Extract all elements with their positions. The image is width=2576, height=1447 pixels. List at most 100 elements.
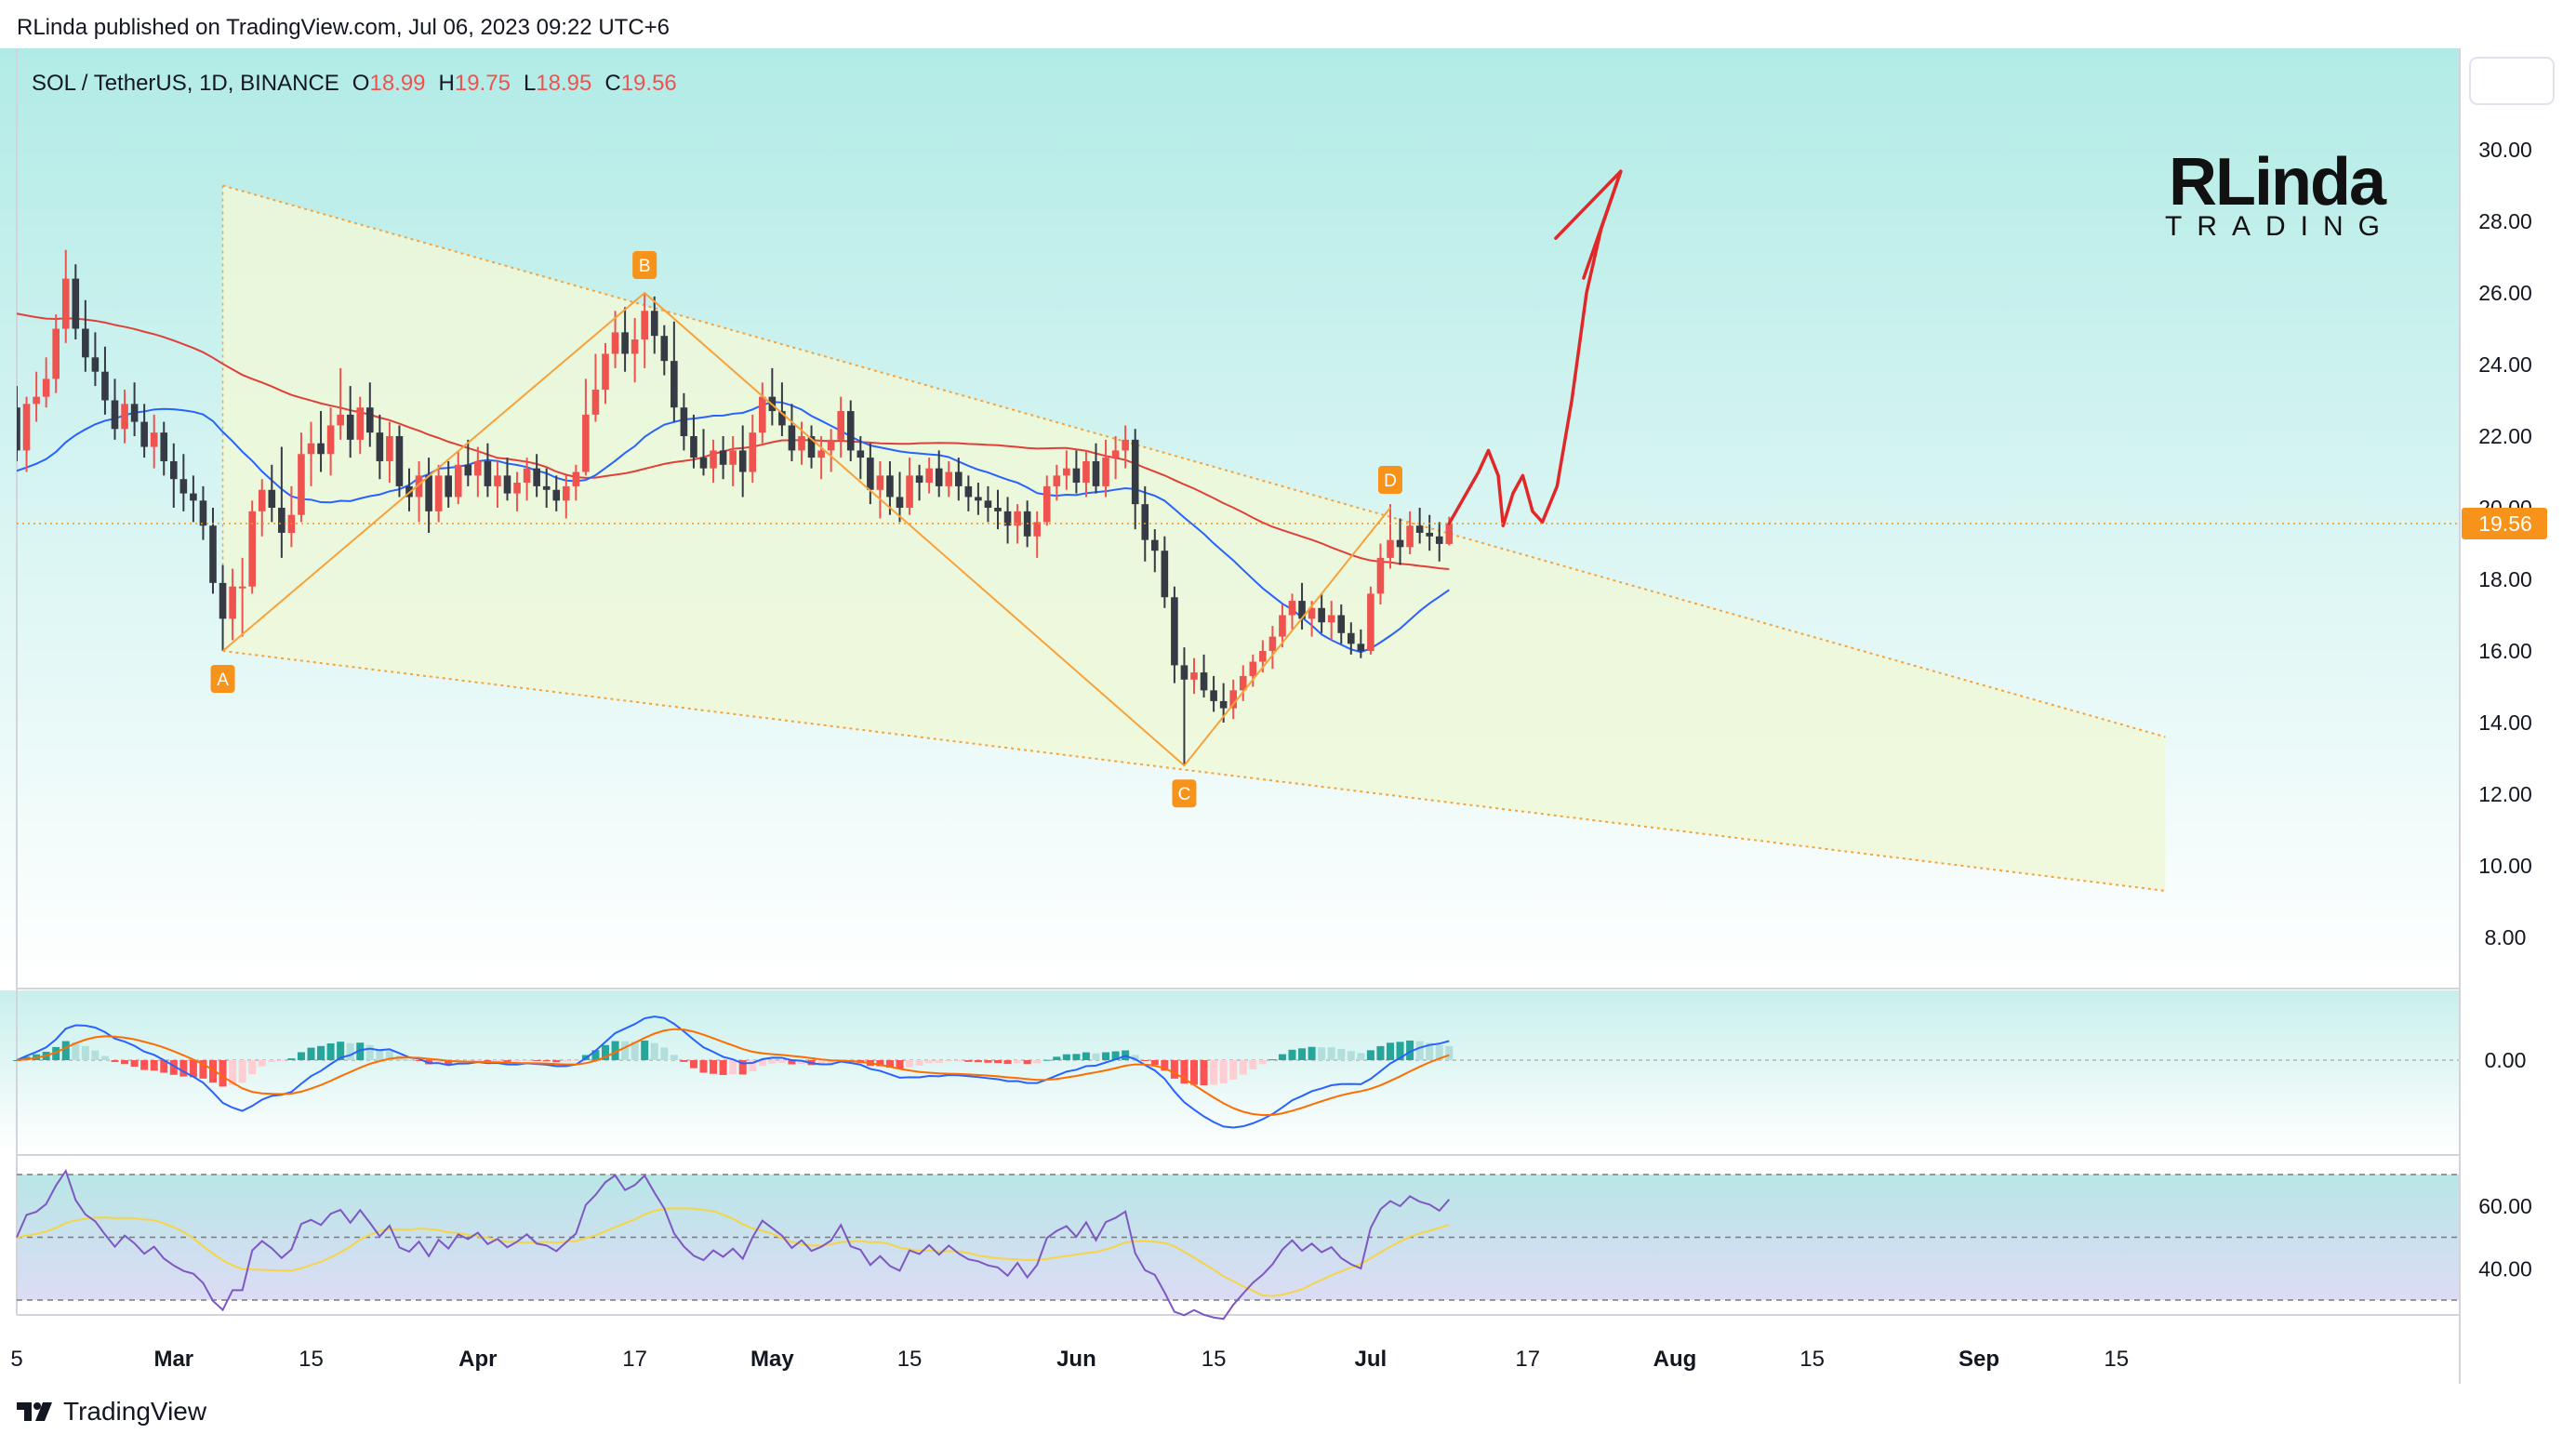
macd-histogram-bar	[52, 1046, 60, 1060]
candle-body	[22, 404, 31, 451]
macd-histogram-bar	[179, 1060, 188, 1077]
macd-histogram-bar	[503, 1060, 511, 1062]
macd-histogram-bar	[906, 1060, 914, 1068]
macd-histogram-bar	[337, 1042, 345, 1060]
macd-histogram-bar	[356, 1042, 365, 1060]
candle-body	[1337, 615, 1346, 633]
macd-line	[16, 1016, 1450, 1129]
candle-body	[91, 357, 100, 372]
macd-histogram-bar	[415, 1060, 423, 1061]
time-tick-label: Apr	[458, 1347, 497, 1372]
candle-body	[82, 328, 89, 358]
projection-arrow	[1447, 169, 1623, 527]
candle-body	[1161, 551, 1169, 598]
footer-bar: TradingView	[0, 1386, 2576, 1447]
candle-body	[1111, 450, 1120, 458]
candle-body	[1082, 460, 1090, 484]
macd-histogram-bar	[169, 1060, 178, 1075]
candle-body	[896, 497, 904, 508]
candle-body	[1180, 665, 1188, 680]
candle-body	[1387, 539, 1394, 558]
price-tick-label: 28.00	[2478, 209, 2532, 233]
macd-histogram-bar	[1082, 1052, 1090, 1060]
macd-histogram-bar	[885, 1060, 894, 1069]
candle-body	[298, 454, 305, 515]
macd-histogram-bar	[209, 1060, 217, 1083]
macd-histogram-bar	[385, 1050, 393, 1060]
rlinda-watermark: RLinda TRADING	[2165, 145, 2389, 242]
macd-histogram-bar	[121, 1060, 129, 1065]
sma-short-line	[17, 401, 1450, 654]
price-tick-label: 18.00	[2478, 567, 2532, 591]
macd-histogram-bar	[1239, 1060, 1247, 1075]
candle-body	[170, 460, 178, 480]
candle-body	[1141, 504, 1149, 540]
candle-body	[386, 436, 393, 461]
candle-body	[1318, 607, 1325, 623]
macd-histogram-bar	[798, 1060, 805, 1065]
candle-body	[1367, 593, 1374, 651]
macd-histogram-bar	[1033, 1060, 1042, 1064]
macd-histogram-bar	[758, 1060, 766, 1067]
candle-body	[788, 425, 796, 451]
macd-histogram-bar	[140, 1060, 149, 1070]
candle-body	[72, 278, 80, 329]
time-tick-label: Jun	[1056, 1347, 1096, 1372]
macd-histogram-bar	[1258, 1060, 1267, 1065]
candle-body	[1042, 485, 1051, 523]
macd-histogram-bar	[1387, 1042, 1394, 1060]
time-tick-label: May	[750, 1347, 794, 1372]
price-axis[interactable]: 8.0010.0012.0014.0016.0018.0020.0022.002…	[2462, 138, 2547, 949]
tradingview-icon	[17, 1402, 52, 1421]
macd-histogram-bar	[1062, 1054, 1070, 1060]
macd-indicator[interactable]: 0.00	[13, 1016, 2526, 1129]
candle-body	[1298, 601, 1306, 619]
candle-body	[1053, 475, 1061, 486]
candle-body	[572, 471, 580, 486]
candle-body	[42, 378, 50, 397]
macd-histogram-bar	[915, 1060, 923, 1066]
macd-histogram-bar	[434, 1060, 443, 1064]
tradingview-logo[interactable]: TradingView	[17, 1397, 206, 1427]
price-scale-button[interactable]	[2469, 57, 2555, 105]
macd-histogram-bar	[100, 1055, 109, 1060]
macd-pane-bg	[0, 990, 2576, 1153]
candle-body	[955, 471, 963, 486]
candle-body	[690, 436, 697, 458]
candle-body	[867, 458, 874, 490]
macd-histogram-bar	[1180, 1060, 1188, 1084]
abcd-pattern[interactable]: A B C D	[210, 251, 1402, 808]
symbol-legend[interactable]: SOL / TetherUS, 1D, BINANCE O18.99 H19.75 L…	[32, 71, 677, 96]
macd-histogram-bar	[1141, 1060, 1149, 1061]
macd-histogram-bar	[238, 1060, 246, 1083]
candle-body	[229, 586, 236, 619]
macd-histogram-bar	[954, 1060, 963, 1062]
price-tick-label: 10.00	[2478, 854, 2532, 878]
macd-histogram-bar	[258, 1060, 266, 1067]
price-tick-label: 30.00	[2478, 138, 2532, 162]
candle-body	[935, 468, 943, 486]
candle-body	[1131, 439, 1139, 505]
rsi-indicator[interactable]: 40.00 60.00	[16, 1168, 2532, 1321]
candle-body	[434, 475, 443, 511]
macd-histogram-bar	[1298, 1048, 1307, 1060]
price-tick-label: 14.00	[2478, 710, 2532, 735]
macd-histogram-bar	[719, 1060, 727, 1076]
macd-histogram-bar	[493, 1060, 501, 1061]
macd-histogram-bar	[777, 1060, 786, 1064]
candle-body	[111, 400, 119, 430]
macd-histogram-bar	[1219, 1060, 1228, 1084]
macd-histogram-bar	[788, 1060, 796, 1065]
candle-body	[945, 471, 953, 486]
candle-body	[738, 450, 747, 472]
candle-body	[1376, 557, 1385, 594]
high-value: 19.75	[455, 71, 511, 96]
time-tick-label: 15	[1799, 1347, 1825, 1372]
rsi-ma-line	[16, 1207, 1450, 1297]
time-axis[interactable]: 5 Mar 15 Apr 17 May 15 Jun 15 Jul 17 Aug 15 Sep 15	[10, 1347, 2129, 1372]
candle-body	[503, 475, 511, 494]
macd-histogram-bar	[602, 1044, 609, 1060]
macd-histogram-bar	[1200, 1060, 1208, 1086]
